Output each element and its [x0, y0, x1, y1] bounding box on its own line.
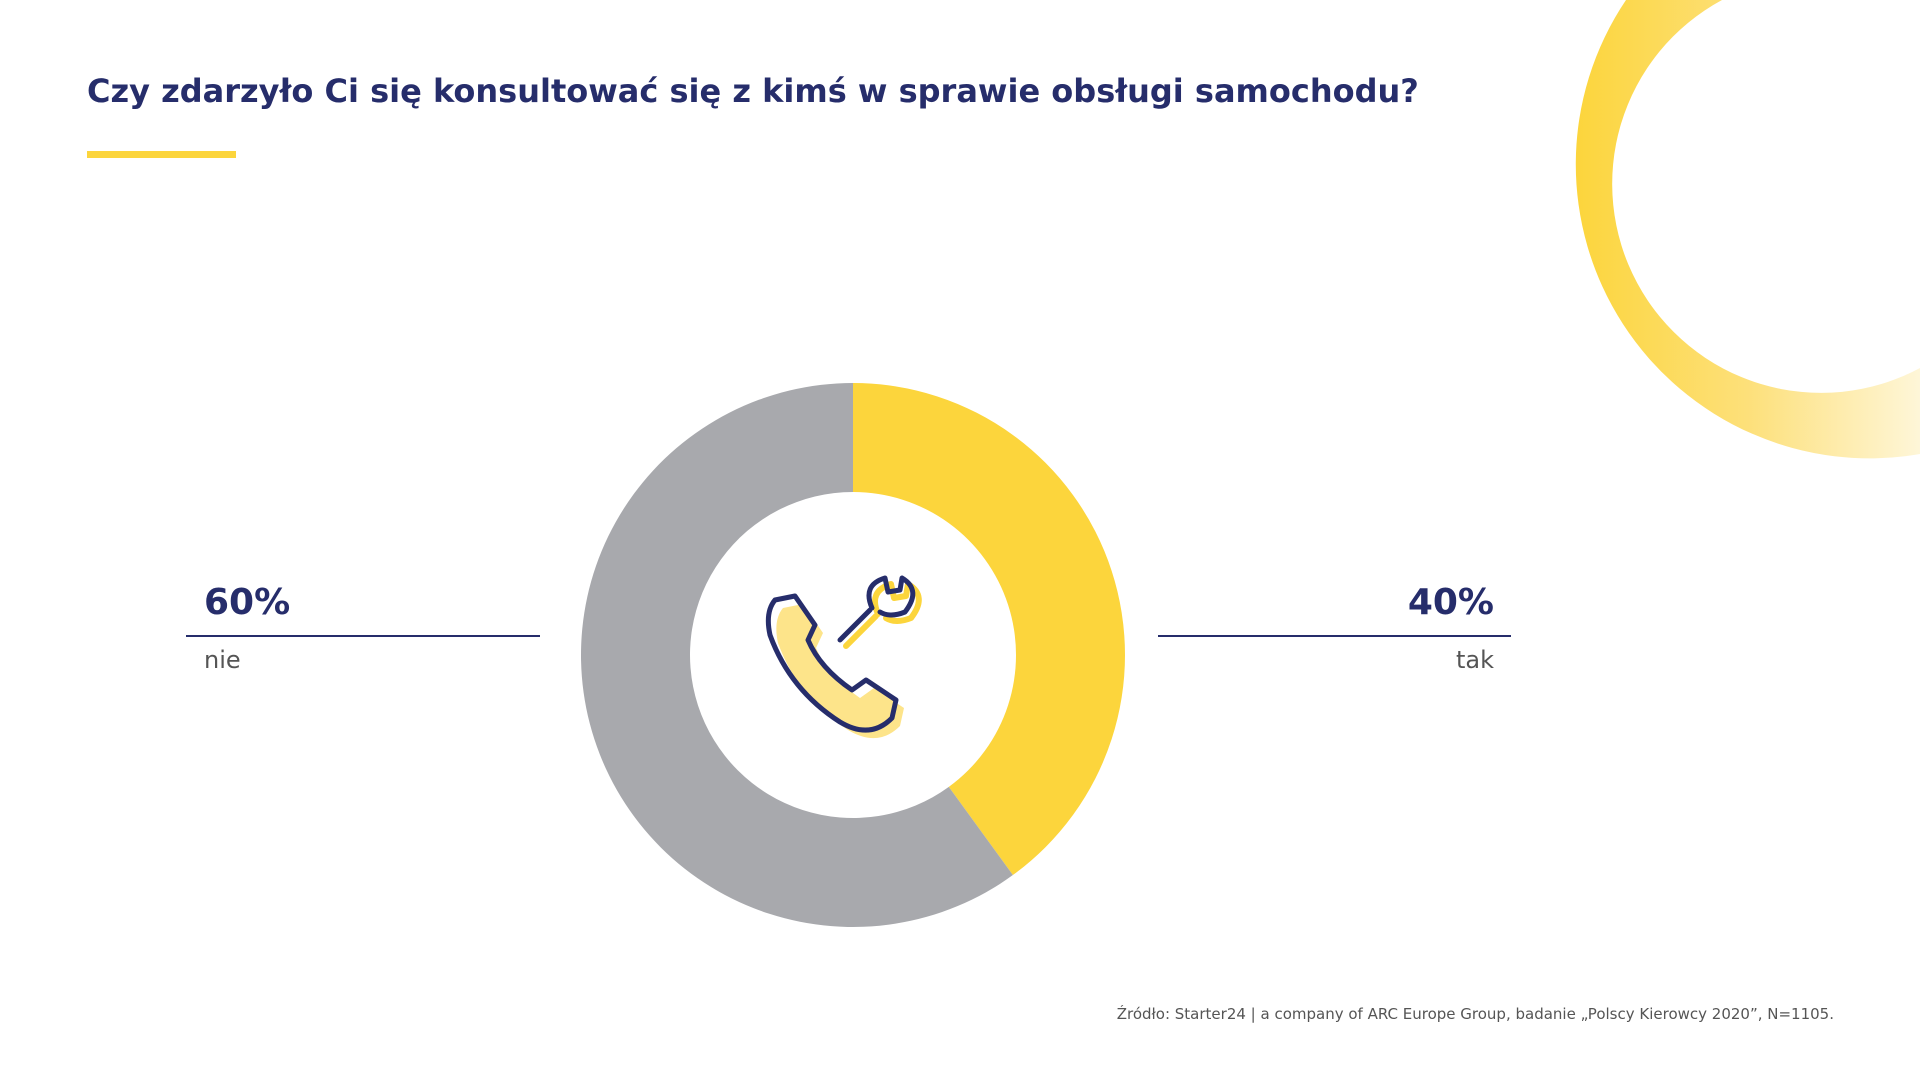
- category-label: tak: [1456, 646, 1494, 674]
- source-note: Źródło: Starter24 | a company of ARC Eur…: [1117, 1004, 1834, 1023]
- center-icon: [765, 575, 922, 739]
- value-label: 60%: [204, 582, 290, 623]
- chart-title: Czy zdarzyło Ci się konsultować się z ki…: [87, 72, 1419, 110]
- decor-arc: [1575, 0, 1920, 459]
- title-underline: [87, 151, 236, 158]
- category-label: nie: [204, 646, 241, 674]
- donut: [581, 383, 1125, 927]
- value-label: 40%: [1408, 582, 1494, 623]
- donut-segment: [853, 383, 1125, 876]
- donut-segment: [581, 383, 1013, 927]
